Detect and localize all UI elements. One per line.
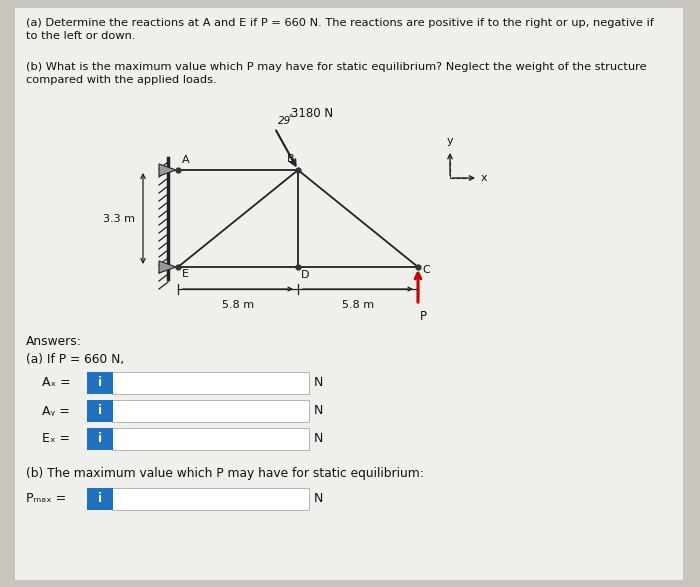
Text: C: C (422, 265, 430, 275)
FancyBboxPatch shape (87, 428, 113, 450)
Text: Aᵧ =: Aᵧ = (42, 404, 70, 417)
Text: N: N (314, 404, 323, 417)
Text: (a) Determine the reactions at A and E if P = 660 N. The reactions are positive : (a) Determine the reactions at A and E i… (26, 18, 654, 41)
Text: i: i (98, 376, 102, 390)
Text: 3180 N: 3180 N (290, 107, 333, 120)
Text: E: E (182, 269, 189, 279)
Text: x: x (481, 173, 488, 183)
Text: (a) If P = 660 N,: (a) If P = 660 N, (26, 353, 125, 366)
Text: (b) The maximum value which P may have for static equilibrium:: (b) The maximum value which P may have f… (26, 467, 423, 480)
Text: N: N (314, 376, 323, 390)
Text: A: A (182, 155, 190, 165)
Text: 29: 29 (278, 116, 291, 126)
Text: B: B (288, 154, 295, 164)
Text: i: i (98, 433, 102, 446)
FancyBboxPatch shape (112, 488, 309, 510)
FancyBboxPatch shape (112, 428, 309, 450)
Text: °: ° (288, 114, 293, 123)
Text: 3.3 m: 3.3 m (103, 214, 135, 224)
Text: Answers:: Answers: (26, 335, 82, 348)
Text: P: P (420, 310, 427, 323)
FancyBboxPatch shape (15, 8, 683, 580)
Text: Aₓ =: Aₓ = (42, 376, 71, 390)
FancyBboxPatch shape (87, 372, 113, 394)
FancyBboxPatch shape (112, 400, 309, 422)
Polygon shape (159, 261, 176, 273)
Text: i: i (98, 404, 102, 417)
Text: 5.8 m: 5.8 m (222, 300, 254, 310)
Text: D: D (301, 270, 309, 280)
Text: Pₘₐₓ =: Pₘₐₓ = (26, 492, 66, 505)
Text: y: y (447, 136, 454, 146)
Text: (b) What is the maximum value which P may have for static equilibrium? Neglect t: (b) What is the maximum value which P ma… (26, 62, 647, 85)
FancyBboxPatch shape (87, 400, 113, 422)
Polygon shape (159, 164, 176, 176)
Text: Eₓ =: Eₓ = (42, 433, 70, 446)
FancyBboxPatch shape (112, 372, 309, 394)
Text: N: N (314, 492, 323, 505)
Text: N: N (314, 433, 323, 446)
Text: 5.8 m: 5.8 m (342, 300, 374, 310)
Text: i: i (98, 492, 102, 505)
FancyBboxPatch shape (87, 488, 113, 510)
